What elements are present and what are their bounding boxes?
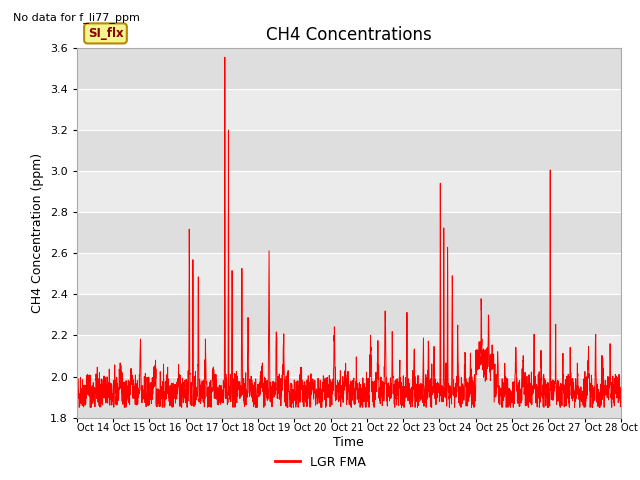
- Title: CH4 Concentrations: CH4 Concentrations: [266, 25, 431, 44]
- Bar: [77, 376, 621, 418]
- Bar: [77, 48, 621, 89]
- Bar: [77, 336, 621, 376]
- X-axis label: Time: Time: [333, 436, 364, 449]
- Bar: [77, 89, 621, 130]
- Bar: [77, 130, 621, 171]
- Y-axis label: CH4 Concentration (ppm): CH4 Concentration (ppm): [31, 153, 44, 313]
- Bar: [77, 171, 621, 212]
- Bar: [77, 253, 621, 294]
- Text: SI_flx: SI_flx: [88, 27, 124, 40]
- Text: No data for f_li77_ppm: No data for f_li77_ppm: [13, 12, 140, 23]
- Legend: LGR FMA: LGR FMA: [269, 451, 371, 474]
- Bar: [77, 294, 621, 336]
- Bar: [77, 212, 621, 253]
